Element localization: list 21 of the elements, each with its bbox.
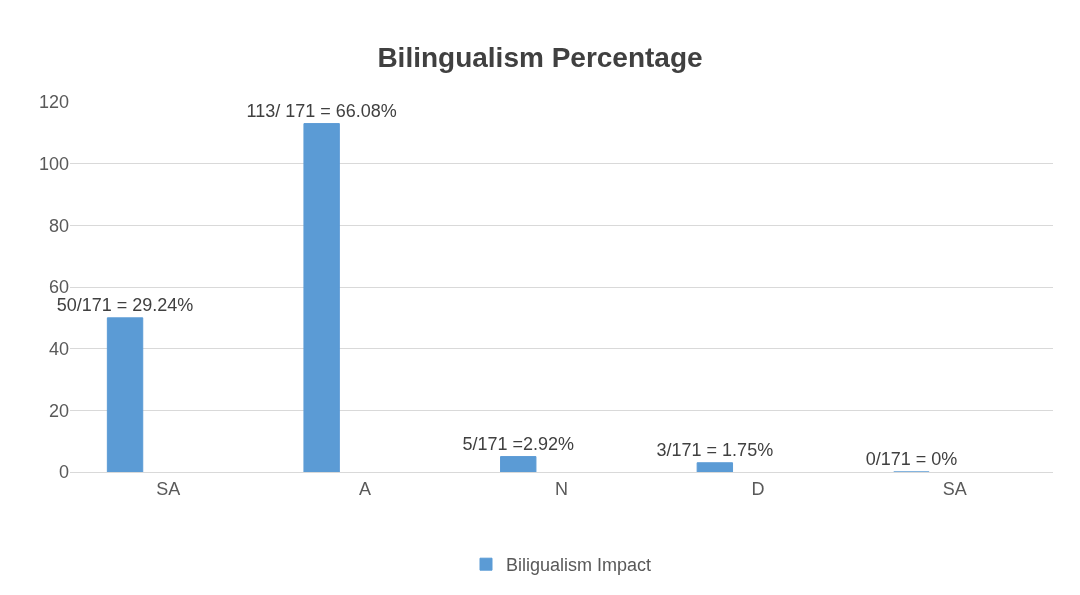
bar [500,456,537,472]
legend-label: Biligualism Impact [506,555,652,576]
x-tick-label: SA [942,478,967,499]
y-tick-label: 100 [38,153,69,174]
y-tick-label: 0 [58,462,69,483]
data-label: 113/ 171 = 66.08% [246,100,397,121]
chart-title: Bilingualism Percentage [377,42,703,74]
y-tick-label: 20 [48,400,69,421]
bar [303,123,340,472]
data-label: 3/171 = 1.75% [656,439,774,460]
data-label: 0/171 = 0% [865,449,958,469]
bar [106,317,144,472]
x-tick-label: D [751,478,765,499]
x-tick-label: N [555,478,568,499]
y-tick-label: 80 [48,215,69,236]
data-label: 5/171 =2.92% [462,433,575,454]
y-tick-label: 120 [38,92,69,113]
x-tick-label: A [358,478,371,499]
bar [696,462,734,472]
y-tick-label: 40 [48,338,69,359]
x-tick-label: SA [156,478,181,499]
